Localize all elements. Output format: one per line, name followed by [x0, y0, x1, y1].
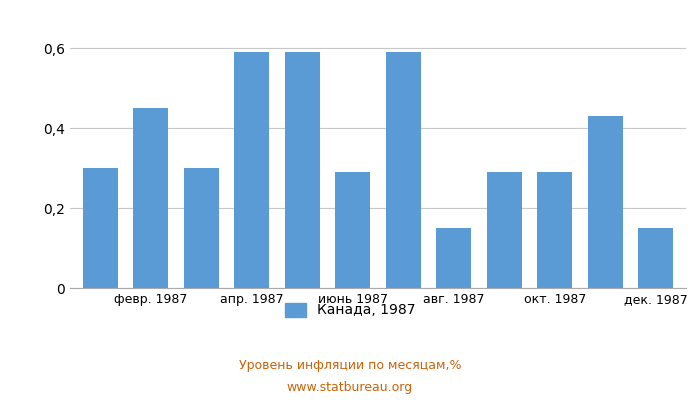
Bar [183, 168, 219, 288]
Bar [486, 172, 522, 288]
Bar [133, 108, 169, 288]
Text: Уровень инфляции по месяцам,%: Уровень инфляции по месяцам,% [239, 360, 461, 372]
Text: www.statbureau.org: www.statbureau.org [287, 382, 413, 394]
Bar [83, 168, 118, 288]
Bar [638, 228, 673, 288]
Legend: Канада, 1987: Канада, 1987 [279, 297, 421, 323]
Bar [285, 52, 320, 288]
Bar [587, 116, 623, 288]
Bar [234, 52, 270, 288]
Bar [436, 228, 471, 288]
Bar [335, 172, 370, 288]
Bar [386, 52, 421, 288]
Bar [537, 172, 573, 288]
